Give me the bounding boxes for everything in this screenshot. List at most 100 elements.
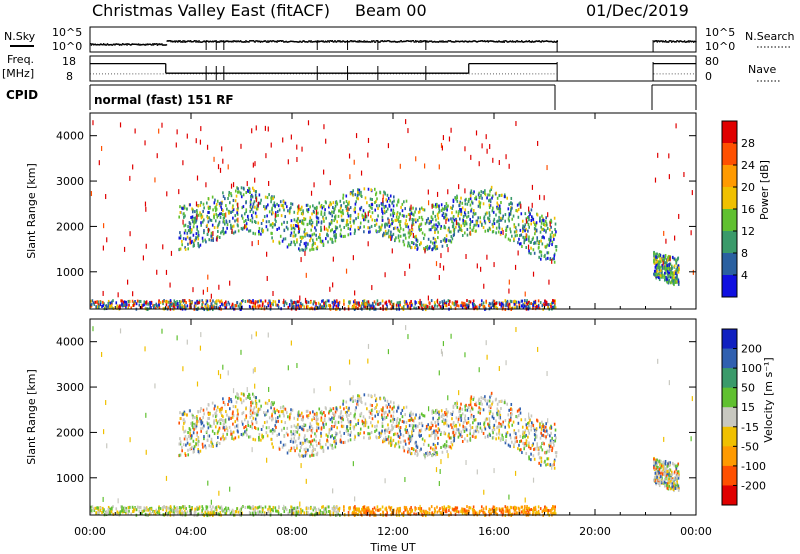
- trace-point: [504, 40, 506, 42]
- trace-point: [95, 44, 97, 46]
- power-echo: [415, 301, 417, 305]
- power-echo: [498, 207, 500, 211]
- power-echo: [425, 218, 428, 222]
- power-echo: [488, 303, 490, 307]
- trace-point: [240, 41, 243, 43]
- power-echo: [419, 223, 422, 227]
- power-echo: [283, 304, 286, 308]
- power-echo: [540, 225, 542, 229]
- trace-point: [258, 40, 261, 43]
- power-echo: [193, 221, 195, 225]
- power-noise: [123, 246, 126, 252]
- power-echo: [364, 218, 367, 222]
- power-echo: [384, 191, 386, 195]
- power-echo: [91, 299, 94, 303]
- power-echo: [316, 206, 318, 210]
- velocity-echo: [519, 411, 522, 415]
- trace-point: [670, 40, 672, 42]
- power-echo: [461, 201, 464, 205]
- velocity-echo: [384, 417, 386, 421]
- velocity-echo: [466, 421, 468, 425]
- power-echo: [201, 236, 204, 240]
- trace-point: [496, 41, 499, 43]
- trace-point: [653, 40, 655, 43]
- power-echo: [278, 299, 280, 303]
- power-echo: [347, 304, 350, 308]
- power-echo: [436, 236, 439, 240]
- velocity-echo: [541, 420, 543, 424]
- power-echo: [420, 241, 422, 245]
- power-y-axis-label: Slant Range [km]: [25, 163, 38, 259]
- power-echo: [456, 300, 459, 304]
- power-noise: [525, 233, 527, 239]
- power-echo: [362, 302, 364, 306]
- velocity-echo: [347, 432, 350, 436]
- power-echo: [176, 302, 179, 306]
- power-echo: [189, 203, 191, 207]
- power-echo: [662, 258, 664, 262]
- velocity-echo: [520, 418, 523, 422]
- power-echo: [296, 240, 298, 244]
- power-echo: [257, 221, 260, 225]
- power-echo: [414, 246, 416, 250]
- power-echo: [399, 212, 401, 216]
- trace-point: [517, 40, 520, 43]
- velocity-echo: [268, 399, 270, 403]
- power-noise: [175, 142, 177, 148]
- power-echo: [371, 303, 374, 307]
- velocity-echo: [437, 436, 439, 440]
- freq-tick-bottom: 8: [66, 70, 73, 83]
- velocity-echo: [227, 402, 229, 406]
- power-echo: [550, 235, 552, 239]
- power-echo: [194, 304, 197, 308]
- power-echo: [423, 233, 426, 237]
- colorbar-tick-label: 8: [741, 247, 748, 260]
- power-echo: [310, 306, 313, 310]
- power-noise: [419, 298, 421, 304]
- power-echo: [506, 196, 508, 200]
- power-echo: [357, 191, 359, 195]
- trace-point: [402, 40, 405, 43]
- power-echo: [321, 206, 324, 210]
- power-noise: [360, 170, 363, 176]
- power-echo: [379, 306, 382, 310]
- power-echo: [668, 263, 670, 267]
- power-echo: [200, 223, 202, 227]
- velocity-echo: [215, 413, 218, 417]
- power-echo: [541, 304, 544, 308]
- power-echo: [669, 281, 672, 285]
- power-echo: [286, 220, 289, 224]
- trace-point: [214, 73, 216, 75]
- trace-point: [485, 40, 487, 43]
- trace-point: [333, 41, 335, 43]
- velocity-echo: [552, 440, 555, 444]
- trace-point: [410, 40, 412, 43]
- power-echo: [550, 225, 552, 229]
- trace-point: [134, 43, 137, 46]
- power-echo: [402, 240, 405, 244]
- power-echo: [472, 226, 475, 230]
- power-echo: [519, 228, 522, 232]
- trace-point: [435, 73, 437, 75]
- trace-point: [539, 40, 541, 43]
- power-echo: [488, 206, 491, 210]
- power-echo: [274, 300, 277, 304]
- trace-point: [387, 40, 390, 42]
- trace-point: [499, 40, 501, 43]
- power-echo: [109, 301, 112, 305]
- power-noise: [207, 227, 210, 233]
- velocity-echo: [541, 448, 544, 452]
- power-echo: [480, 193, 482, 197]
- velocity-echo: [551, 436, 553, 440]
- trace-point: [168, 73, 170, 75]
- power-echo: [201, 302, 204, 306]
- velocity-echo: [303, 436, 306, 440]
- power-echo: [476, 221, 478, 225]
- trace-point: [199, 41, 201, 43]
- power-echo: [285, 205, 288, 209]
- power-echo: [257, 305, 260, 309]
- power-echo: [203, 231, 205, 235]
- velocity-echo: [473, 396, 475, 400]
- trace-point: [204, 41, 206, 43]
- velocity-echo: [407, 450, 409, 454]
